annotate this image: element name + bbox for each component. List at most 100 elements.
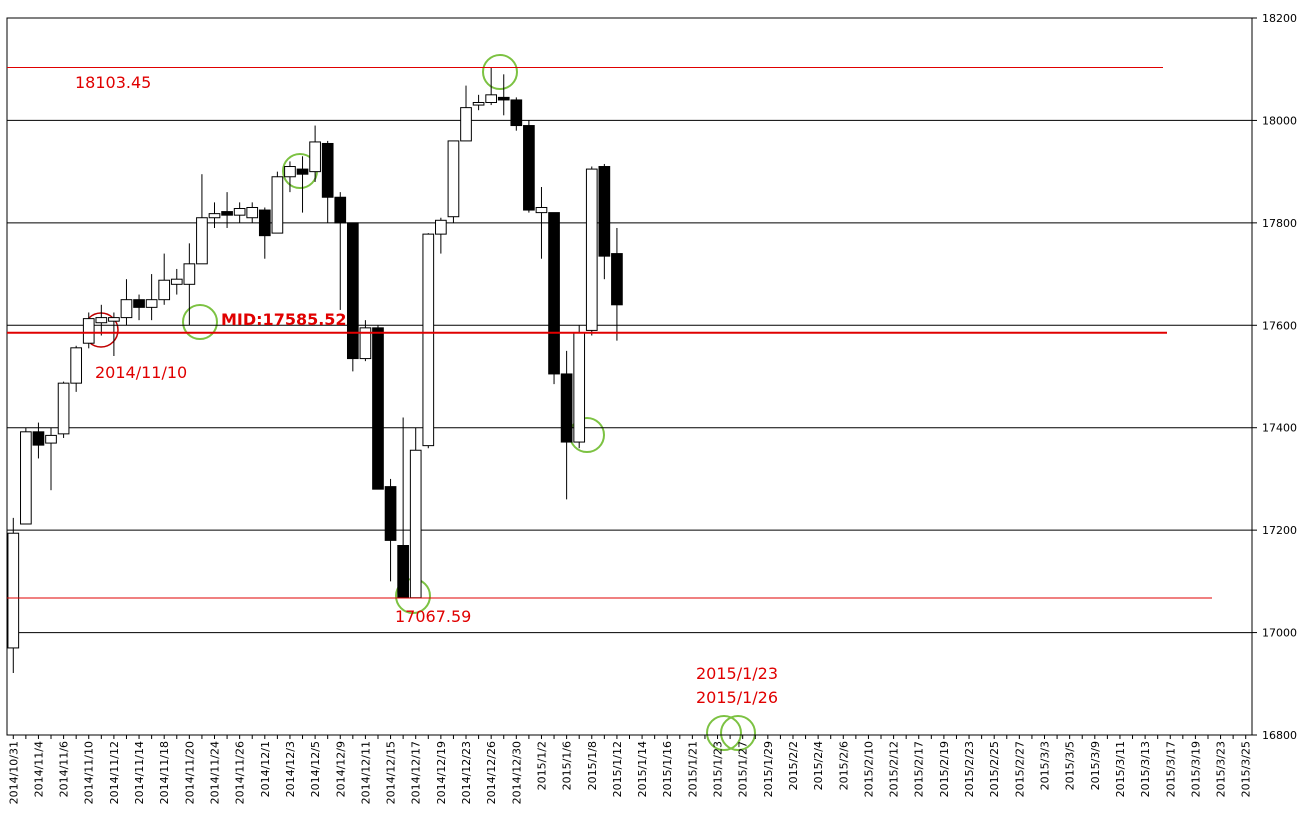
y-tick-label: 17200 xyxy=(1262,524,1297,537)
x-tick-label: 2014/12/23 xyxy=(460,741,473,804)
y-tick-label: 17600 xyxy=(1262,319,1297,332)
x-tick-label: 2015/2/4 xyxy=(812,741,825,790)
candle-body xyxy=(309,141,321,173)
candle-body xyxy=(82,318,95,344)
x-tick-label: 2014/11/4 xyxy=(32,741,45,797)
x-tick-label: 2015/3/23 xyxy=(1215,741,1228,797)
candle-body xyxy=(70,347,83,384)
x-tick-label: 2015/2/10 xyxy=(862,741,875,797)
x-tick-label: 2015/1/16 xyxy=(661,741,674,797)
annotation: 2014/11/10 xyxy=(95,363,187,382)
x-tick-label: 2015/2/6 xyxy=(837,741,850,790)
candle-body xyxy=(472,102,485,106)
x-tick-label: 2015/3/11 xyxy=(1114,741,1127,797)
candle-body xyxy=(170,278,183,285)
x-tick-label: 2015/1/6 xyxy=(561,741,574,790)
x-tick-label: 2015/1/12 xyxy=(611,741,624,797)
x-tick-label: 2014/12/1 xyxy=(259,741,272,797)
y-tick-label: 17400 xyxy=(1262,422,1297,435)
candle-body xyxy=(585,168,598,331)
x-tick-label: 2015/1/29 xyxy=(762,741,775,797)
candle-body xyxy=(183,263,196,285)
candle-body xyxy=(145,299,158,308)
reference-label: 18103.45 xyxy=(75,73,151,92)
x-tick-label: 2014/12/11 xyxy=(359,741,372,804)
x-tick-label: 2014/12/5 xyxy=(309,741,322,797)
x-tick-label: 2015/1/8 xyxy=(586,741,599,790)
candle-body xyxy=(334,196,347,224)
x-tick-label: 2014/11/10 xyxy=(83,741,96,804)
x-tick-label: 2014/12/30 xyxy=(510,741,523,804)
x-tick-label: 2015/2/12 xyxy=(888,741,901,797)
candle-body xyxy=(598,166,611,257)
x-tick-label: 2015/3/19 xyxy=(1189,741,1202,797)
circle xyxy=(482,54,518,90)
annotation: 2015/1/26 xyxy=(696,688,778,707)
y-tick-label: 18200 xyxy=(1262,12,1297,25)
x-tick-label: 2015/2/2 xyxy=(787,741,800,790)
candle-body xyxy=(296,168,309,175)
annotation: 2015/1/23 xyxy=(696,664,778,683)
reference-label: 17067.59 xyxy=(395,607,471,626)
candle-body xyxy=(359,327,372,360)
candle-body xyxy=(346,222,359,360)
x-tick-label: 2015/3/9 xyxy=(1089,741,1102,790)
candle-body xyxy=(485,94,498,104)
candle-body xyxy=(7,532,20,649)
x-tick-label: 2015/1/14 xyxy=(636,741,649,797)
x-tick-label: 2015/2/17 xyxy=(913,741,926,797)
candle-body xyxy=(45,434,57,444)
x-tick-label: 2015/1/23 xyxy=(712,741,725,797)
y-tick-label: 18000 xyxy=(1262,114,1297,127)
candle-body xyxy=(246,206,259,219)
x-tick-label: 2014/12/3 xyxy=(284,741,297,797)
x-tick-label: 2015/1/27 xyxy=(737,741,750,797)
y-tick-label: 17000 xyxy=(1262,627,1297,640)
candle-body xyxy=(384,486,397,541)
circle xyxy=(182,304,218,340)
candle-body xyxy=(196,217,208,265)
candle-body xyxy=(271,176,284,234)
candle-body xyxy=(447,140,460,218)
candle-body xyxy=(108,317,120,322)
candle-body xyxy=(57,382,70,435)
candle-body xyxy=(497,96,510,101)
x-tick-label: 2014/11/20 xyxy=(183,741,196,804)
x-tick-label: 2015/2/25 xyxy=(988,741,1001,797)
candle-body xyxy=(208,213,221,219)
candle-body xyxy=(133,299,145,308)
x-tick-label: 2015/1/2 xyxy=(535,741,548,790)
x-tick-label: 2015/3/5 xyxy=(1064,741,1077,790)
candle-body xyxy=(535,206,548,214)
candle-body xyxy=(32,431,45,446)
x-tick-label: 2015/3/25 xyxy=(1240,741,1253,797)
candle-body xyxy=(321,142,334,198)
x-tick-label: 2014/12/17 xyxy=(410,741,423,804)
x-tick-label: 2014/10/31 xyxy=(7,741,20,804)
candle-body xyxy=(573,332,586,443)
candle-body xyxy=(397,545,409,599)
y-tick-label: 16800 xyxy=(1262,729,1297,742)
x-tick-label: 2015/2/27 xyxy=(1013,741,1026,797)
plot-frame xyxy=(6,17,1253,736)
circle xyxy=(720,715,756,751)
candle-body xyxy=(95,317,108,324)
candle-body xyxy=(233,208,246,216)
candle-body xyxy=(372,327,384,490)
x-tick-label: 2015/3/13 xyxy=(1139,741,1152,797)
candle-body xyxy=(510,99,523,127)
candle-body xyxy=(221,211,233,216)
reference-label: MID:17585.52 xyxy=(221,310,347,329)
x-tick-label: 2014/12/15 xyxy=(385,741,398,804)
x-tick-label: 2014/11/6 xyxy=(58,741,71,797)
candle-body xyxy=(548,212,560,375)
highlight-circles xyxy=(182,54,756,751)
candle-body xyxy=(460,107,472,142)
x-tick-label: 2014/11/14 xyxy=(133,741,146,804)
x-tick-label: 2014/11/18 xyxy=(158,741,171,804)
x-tick-label: 2015/1/21 xyxy=(686,741,699,797)
x-tick-label: 2015/2/19 xyxy=(938,741,951,797)
candle-body xyxy=(20,431,32,525)
candle-body xyxy=(158,279,171,301)
